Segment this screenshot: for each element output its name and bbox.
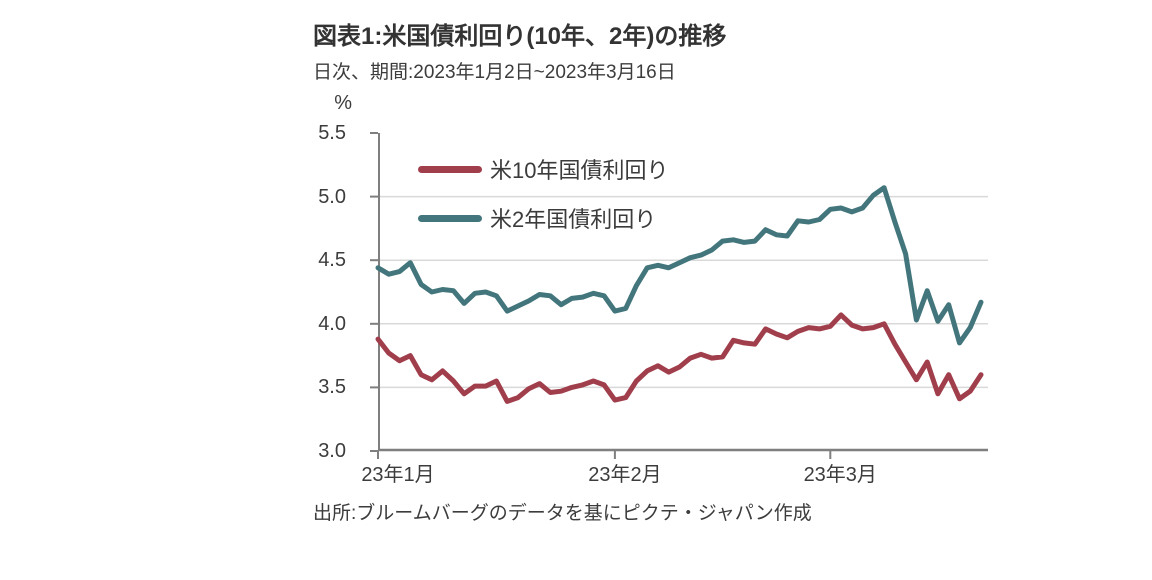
source-note: 出所:ブルームバーグのデータを基にピクテ・ジャパン作成 bbox=[313, 503, 812, 524]
chart-legend: 米10年国債利回り 米2年国債利回り bbox=[418, 156, 668, 254]
x-axis-tick-label: 23年2月 bbox=[588, 464, 662, 486]
chart-subtitle: 日次、期間:2023年1月2日~2023年3月16日 bbox=[313, 62, 676, 83]
line-series-10yr bbox=[375, 312, 984, 404]
y-axis-tick-label: 3.0 bbox=[318, 440, 346, 462]
x-axis-tick-label: 23年1月 bbox=[361, 464, 435, 486]
legend-item-10yr: 米10年国債利回り bbox=[418, 156, 669, 183]
line-series-2yr bbox=[375, 185, 984, 346]
legend-line-icon bbox=[418, 165, 482, 173]
legend-line-icon bbox=[418, 214, 482, 222]
y-axis-tick-label: 5.0 bbox=[318, 185, 346, 208]
legend-label: 米10年国債利回り bbox=[490, 158, 669, 183]
y-axis-tick-label: 4.0 bbox=[318, 312, 346, 335]
y-axis-unit-label: % bbox=[334, 92, 352, 114]
yield-line-chart bbox=[370, 132, 988, 459]
x-axis-tick-label: 23年3月 bbox=[803, 464, 877, 486]
y-axis-tick-label: 4.5 bbox=[318, 249, 346, 272]
legend-item-2yr: 米2年国債利回り bbox=[418, 205, 668, 232]
chart-title: 図表1:米国債利回り(10年、2年)の推移 bbox=[313, 23, 727, 50]
y-axis-tick-label: 5.5 bbox=[318, 122, 346, 144]
legend-label: 米2年国債利回り bbox=[490, 207, 657, 232]
y-axis-tick-label: 3.5 bbox=[318, 376, 346, 399]
